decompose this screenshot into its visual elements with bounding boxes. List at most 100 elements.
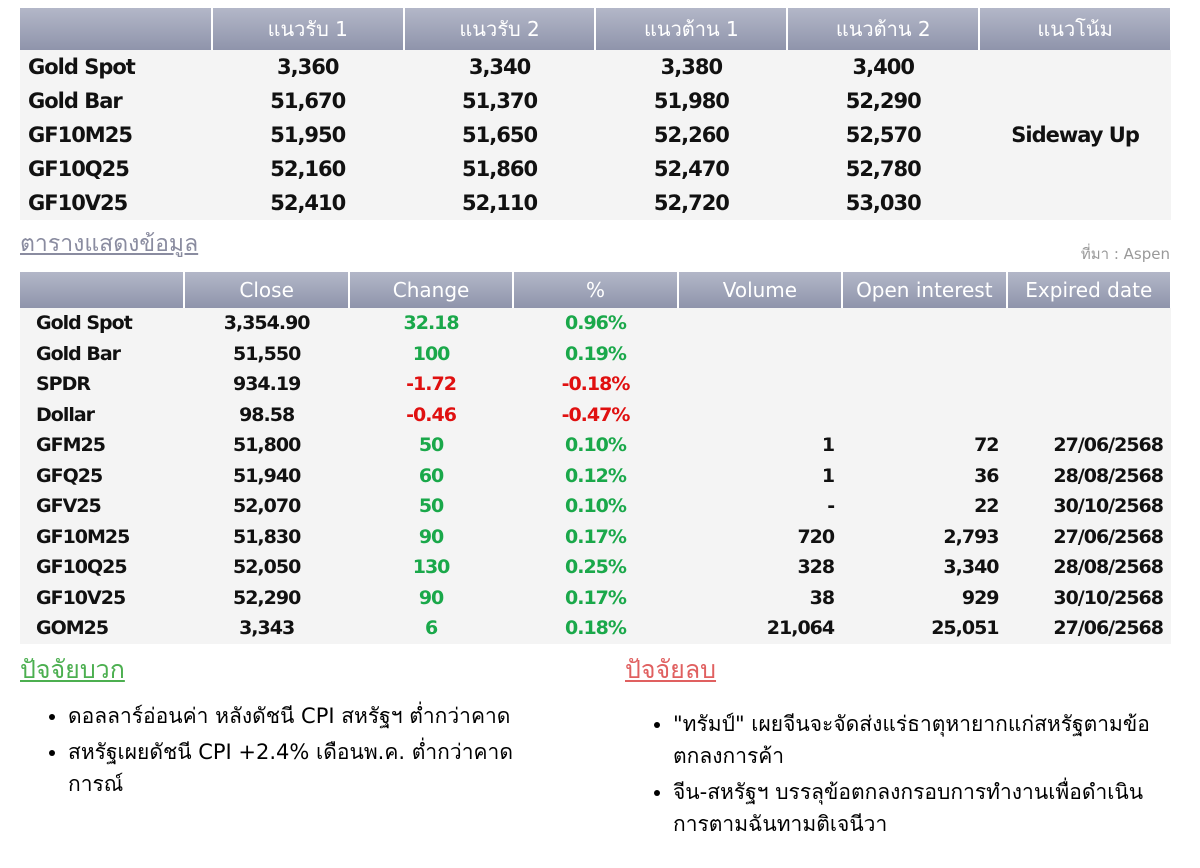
header-cell: แนวต้าน 2 [787,8,981,50]
row: GF10V25 52,410 52,110 52,720 53,030 [20,186,1171,220]
cell: 51,940 [184,460,349,491]
cell: 3,360 [211,50,404,84]
cell: 52,570 [787,118,980,152]
cell: 52,290 [184,582,349,613]
row: SPDR 934.19 -1.72 -0.18% [20,369,1171,400]
heading: ปัจจัยบวก [20,655,125,684]
row-name: GF10V25 [20,582,185,613]
cell: 3,340 [403,50,596,84]
header-cell: แนวโน้ม [979,8,1172,50]
cell: 0.12% [513,460,678,491]
row-name: GOM25 [20,613,185,644]
cell: -1.72 [348,369,514,400]
empty-cell [1006,399,1171,430]
header-cell: Volume [677,272,844,308]
cell: 27/06/2568 [1006,430,1171,461]
cell: 52,070 [184,491,349,522]
empty-cell [677,369,843,400]
header-cell: แนวรับ 1 [211,8,405,50]
row: GF10Q25 52,050 130 0.25% 328 3,340 28/08/2568 [20,552,1171,583]
row: GFV25 52,070 50 0.10% -22 30/10/2568 [20,491,1171,522]
empty-cell [677,338,843,369]
row: Dollar 98.58 -0.46 -0.47% [20,399,1171,430]
cell: 0.18% [513,613,678,644]
row: Gold Spot 3,354.90 32.18 0.96% [20,308,1171,339]
cell: 51,670 [211,84,404,118]
row: GOM25 3,343 6 0.18% 21,064 25,051 27/06/2568 [20,613,1171,644]
cell: 51,550 [184,338,349,369]
empty-cell [1006,369,1171,400]
cell: 2,793 [842,521,1007,552]
cell: 52,720 [595,186,788,220]
cell: 0.17% [513,521,678,552]
empty-cell [1006,338,1171,369]
bullet-item: สหรัฐเผยดัชนี CPI +2.4% เดือนพ.ค. ต่ำกว่… [68,736,560,800]
cell: 60 [348,460,514,491]
heading: ปัจจัยลบ [625,655,717,684]
list: ดอลลาร์อ่อนค่า หลังดัชนี CPI สหรัฐฯ ต่ำก… [20,700,560,800]
positive-factors: ปัจจัยบวก ดอลลาร์อ่อนค่า หลังดัชนี CPI ส… [20,650,560,804]
cell: 0.10% [513,491,678,522]
row-name: Dollar [20,399,185,430]
cell: 52,470 [595,152,788,186]
cell: 28/08/2568 [1006,460,1171,491]
cell: 0.19% [513,338,678,369]
row-name: GF10Q25 [20,552,185,583]
cell: 0.17% [513,582,678,613]
row: Gold Spot 3,360 3,340 3,380 3,400 Sideway Up [20,50,1171,220]
cell: 328 [677,552,843,583]
header-cell: แนวรับ 2 [403,8,597,50]
header-cell: Close [184,272,350,308]
header-cell: Change [348,272,515,308]
cell: 51,650 [403,118,596,152]
support-table: แนวรับ 1 แนวรับ 2 แนวต้าน 1 แนวต้าน 2 แนวโน้… [20,8,1172,220]
header-blank [20,272,186,308]
cell: 130 [348,552,514,583]
cell: - [677,491,843,522]
row-name: Gold Bar [20,84,212,118]
cell: 52,780 [787,152,980,186]
empty-cell [842,338,1007,369]
section-title: ตารางแสดงข้อมูล [20,231,199,257]
cell: 934.19 [184,369,349,400]
row: Gold Bar 51,550 100 0.19% [20,338,1171,369]
row-name: GF10M25 [20,521,185,552]
row: GF10V25 52,290 90 0.17% 38 929 30/10/2568 [20,582,1171,613]
cell: 21,064 [677,613,843,644]
cell: 53,030 [787,186,980,220]
cell: 98.58 [184,399,349,430]
cell: 929 [842,582,1007,613]
empty-cell [842,308,1007,339]
cell: 27/06/2568 [1006,613,1171,644]
cell: 32.18 [348,308,514,339]
cell: 52,410 [211,186,404,220]
row: GF10M25 51,950 51,650 52,260 52,570 [20,118,1171,152]
cell: 3,354.90 [184,308,349,339]
header-cell: Expired date [1006,272,1173,308]
bullet-item: ดอลลาร์อ่อนค่า หลังดัชนี CPI สหรัฐฯ ต่ำก… [68,700,560,732]
cell: 3,400 [787,50,980,84]
cell: 52,160 [211,152,404,186]
row-name: Gold Spot [20,308,185,339]
trend: Sideway Up [979,50,1171,220]
cell: 38 [677,582,843,613]
cell: 51,830 [184,521,349,552]
cell: 52,110 [403,186,596,220]
cell: 52,050 [184,552,349,583]
row: Gold Bar 51,670 51,370 51,980 52,290 [20,84,1171,118]
cell: 36 [842,460,1007,491]
cell: 90 [348,521,514,552]
row: GF10Q25 52,160 51,860 52,470 52,780 [20,152,1171,186]
empty-cell [1006,308,1171,339]
cell: 90 [348,582,514,613]
cell: 0.96% [513,308,678,339]
row-name: SPDR [20,369,185,400]
source: ที่มา : Aspen [1080,245,1170,263]
cell: 1 [677,460,843,491]
data-table: Close Change% Volume Open interest Expired d… [20,272,1173,644]
row-name: GF10V25 [20,186,212,220]
list: "ทรัมป์" เผยจีนจะจัดส่งแร่ธาตุหายากแก่สห… [625,708,1170,840]
empty-cell [842,369,1007,400]
cell: 50 [348,430,514,461]
